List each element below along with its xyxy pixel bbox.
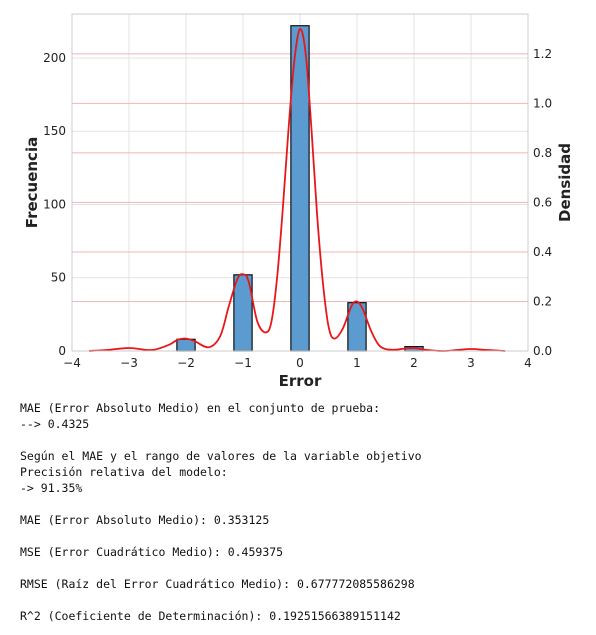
y2-tick-label: 0.4: [533, 245, 552, 259]
y2-tick-label: 1.0: [533, 96, 552, 110]
x-tick-label: −2: [177, 356, 195, 370]
y-axis-label: Frecuencia: [23, 137, 41, 228]
output-line: MSE (Error Cuadrático Medio): 0.459375: [20, 545, 284, 559]
y-tick-label: 150: [43, 124, 66, 138]
x-axis-label: Error: [279, 372, 322, 390]
output-line: R^2 (Coeficiente de Determinación): 0.19…: [20, 609, 401, 623]
x-tick-label: −4: [63, 356, 81, 370]
output-line: -> 91.35%: [20, 481, 83, 495]
output-line: Según el MAE y el rango de valores de la…: [20, 449, 422, 463]
y2-tick-labels: 0.0 0.2 0.4 0.6 0.8 1.0 1.2: [533, 47, 552, 358]
x-tick-label: 0: [296, 356, 304, 370]
y-tick-label: 200: [43, 51, 66, 65]
x-tick-label: −1: [234, 356, 252, 370]
output-line: --> 0.4325: [20, 417, 90, 431]
histogram-bars: [176, 25, 424, 352]
output-line: [20, 496, 422, 512]
output-line: [20, 528, 422, 544]
y-tick-labels: 0 50 100 150 200: [43, 51, 66, 358]
y-tick-label: 50: [51, 271, 66, 285]
output-line: MAE (Error Absoluto Medio) en el conjunt…: [20, 401, 381, 415]
y2-axis-label: Densidad: [556, 143, 574, 222]
y2-tick-label: 0.0: [533, 344, 552, 358]
plot-frame: [71, 13, 529, 352]
x-tick-label: 4: [524, 356, 532, 370]
x-tick-label: −3: [120, 356, 138, 370]
x-tick-label: 3: [467, 356, 475, 370]
output-line: [20, 592, 422, 608]
x-tick-label: 1: [353, 356, 361, 370]
output-line: [20, 432, 422, 448]
console-output: MAE (Error Absoluto Medio) en el conjunt…: [20, 400, 422, 624]
output-line: [20, 560, 422, 576]
x-tick-label: 2: [410, 356, 418, 370]
y2-tick-label: 0.6: [533, 195, 552, 209]
output-line: MAE (Error Absoluto Medio): 0.353125: [20, 513, 270, 527]
y-tick-label: 0: [58, 344, 66, 358]
y-tick-label: 100: [43, 197, 66, 211]
kde-density-line: [89, 28, 506, 352]
output-line: Precisión relativa del modelo:: [20, 465, 228, 479]
y2-tick-label: 1.2: [533, 47, 552, 61]
y2-tick-label: 0.2: [533, 294, 552, 308]
output-line: RMSE (Raíz del Error Cuadrático Medio): …: [20, 577, 415, 591]
x-tick-labels: −4 −3 −2 −1 0 1 2 3 4: [63, 356, 532, 370]
y2-tick-label: 0.8: [533, 146, 552, 160]
